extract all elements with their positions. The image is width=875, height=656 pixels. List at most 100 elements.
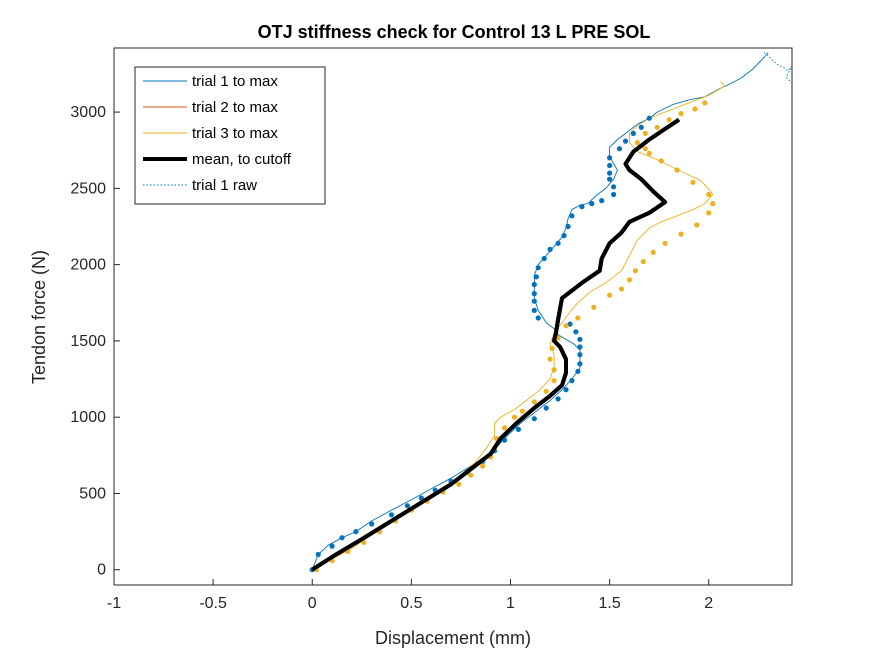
marker-point	[531, 298, 537, 304]
marker-point	[353, 529, 359, 535]
marker-point	[573, 329, 579, 335]
marker-point	[519, 408, 526, 414]
marker-point	[547, 356, 553, 362]
marker-point	[531, 307, 537, 313]
marker-point	[674, 167, 680, 173]
marker-point	[468, 472, 474, 478]
marker-point	[575, 315, 581, 321]
marker-point	[591, 304, 597, 310]
marker-point	[599, 198, 605, 204]
marker-point	[589, 201, 595, 207]
marker-point	[666, 117, 672, 123]
marker-point	[533, 274, 539, 280]
x-axis-title: Displacement (mm)	[375, 628, 531, 648]
series-line-5	[763, 52, 793, 84]
marker-point	[638, 124, 644, 130]
marker-point	[480, 463, 486, 469]
marker-point	[611, 184, 617, 190]
marker-point	[543, 388, 549, 394]
marker-point	[646, 115, 652, 121]
x-tick-label: -0.5	[199, 595, 227, 612]
x-tick-label: 0.5	[400, 595, 422, 612]
x-tick-label: -1	[107, 595, 121, 612]
marker-point	[569, 378, 575, 384]
y-tick-label: 1500	[70, 333, 106, 350]
marker-point	[565, 223, 571, 230]
marker-point	[535, 315, 541, 321]
y-tick-label: 2500	[70, 180, 106, 197]
chart-title: OTJ stiffness check for Control 13 L PRE…	[258, 22, 651, 42]
marker-point	[388, 512, 395, 518]
marker-point	[563, 387, 569, 393]
marker-point	[626, 277, 633, 283]
legend-label: trial 1 raw	[192, 177, 257, 194]
marker-point	[607, 162, 613, 169]
marker-point	[662, 240, 668, 246]
marker-point	[607, 176, 613, 182]
y-tick-label: 2000	[70, 257, 106, 274]
x-tick-label: 0	[308, 595, 317, 612]
legend-label: mean, to cutoff	[192, 151, 292, 168]
marker-point	[622, 138, 629, 144]
marker-point	[456, 481, 462, 487]
marker-point	[515, 426, 522, 432]
marker-point	[551, 367, 557, 373]
marker-point	[642, 146, 648, 152]
legend-label: trial 3 to max	[192, 125, 278, 142]
marker-point	[569, 213, 575, 219]
marker-point	[706, 191, 712, 198]
legend-label: trial 2 to max	[192, 99, 278, 116]
marker-point	[369, 521, 375, 527]
marker-point	[646, 150, 652, 156]
marker-point	[607, 155, 613, 161]
marker-point	[501, 425, 508, 431]
y-tick-label: 0	[97, 562, 106, 579]
marker-point	[567, 321, 573, 327]
y-tick-label: 500	[79, 485, 106, 502]
marker-point	[511, 414, 518, 420]
marker-point	[555, 240, 561, 246]
marker-point	[706, 210, 712, 216]
marker-point	[418, 495, 424, 501]
marker-point	[547, 246, 553, 252]
x-tick-label: 2	[704, 595, 713, 612]
marker-point	[501, 437, 508, 443]
marker-point	[634, 140, 641, 146]
series-line-3	[311, 81, 726, 571]
axes-box	[113, 47, 793, 586]
marker-point	[329, 543, 335, 549]
marker-point	[577, 361, 583, 367]
axes-layer: -1 -0.5 0 0.5 1 1.5 2 0 500 1000 1500 2000 2500 3000	[70, 47, 793, 612]
marker-point	[678, 111, 684, 117]
marker-point	[551, 378, 557, 384]
mean-line-overlay	[311, 118, 681, 572]
marker-point	[694, 222, 700, 228]
marker-point	[541, 255, 547, 262]
marker-point	[692, 106, 698, 112]
marker-point	[563, 323, 569, 329]
marker-point	[531, 281, 537, 288]
marker-point	[339, 535, 345, 541]
marker-point	[607, 292, 613, 298]
marker-layer	[309, 100, 716, 573]
marker-point	[577, 352, 583, 358]
marker-point	[710, 201, 716, 207]
x-tick-label: 1	[506, 595, 515, 612]
marker-point	[616, 146, 623, 152]
marker-point	[549, 345, 555, 352]
marker-point	[579, 204, 585, 210]
marker-point	[630, 130, 637, 136]
marker-point	[561, 233, 567, 239]
marker-point	[575, 368, 581, 374]
y-axis-title: Tendon force (N)	[29, 250, 49, 384]
marker-point	[642, 130, 648, 136]
marker-point	[535, 265, 541, 271]
marker-point	[658, 158, 664, 164]
marker-point	[531, 416, 537, 422]
marker-point	[531, 399, 537, 405]
x-tick-label: 1.5	[598, 595, 620, 612]
marker-point	[607, 170, 613, 176]
legend-label: trial 1 to max	[192, 73, 278, 90]
y-tick-label: 1000	[70, 409, 106, 426]
